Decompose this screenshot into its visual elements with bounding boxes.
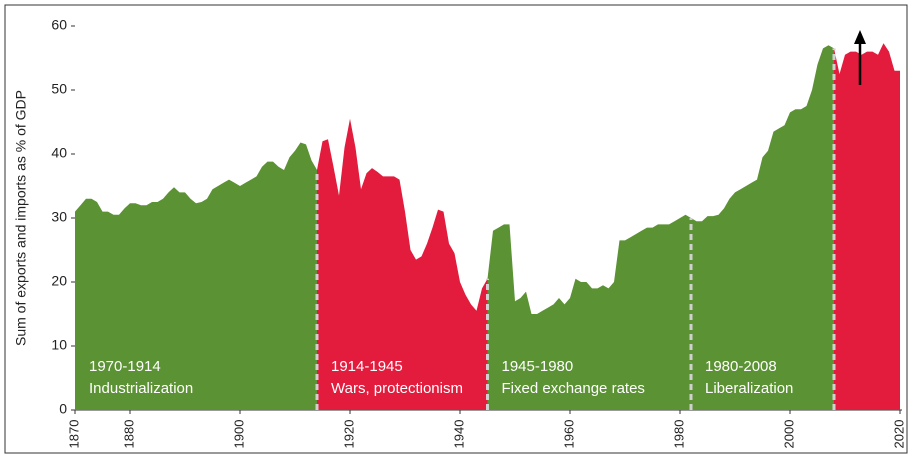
x-tick-label: 1870 — [66, 420, 81, 449]
y-tick-label: 0 — [59, 401, 67, 417]
x-tick-label: 2000 — [781, 420, 796, 449]
period-label: 1945-1980 — [502, 358, 574, 375]
y-tick-label: 20 — [51, 273, 67, 289]
period-sublabel: Wars, protectionism — [331, 380, 463, 397]
plot: 0 10 20 30 40 50 60 1870 1880 1900 1920 1940 1960 198… — [51, 17, 906, 449]
y-tick-label: 40 — [51, 145, 67, 161]
y-tick-label: 50 — [51, 81, 67, 97]
y-tick-label: 30 — [51, 209, 67, 225]
period-sublabel: Fixed exchange rates — [502, 380, 645, 397]
x-tick-label: 2020 — [891, 420, 906, 449]
arrow-head — [854, 30, 866, 44]
x-tick-label: 1900 — [231, 420, 246, 449]
y-tick-label: 10 — [51, 337, 67, 353]
area-segment — [834, 43, 900, 410]
x-tick-label: 1880 — [121, 420, 136, 449]
arrow — [854, 30, 866, 85]
period-label: 1914-1945 — [331, 358, 403, 375]
x-tick-label: 1980 — [671, 420, 686, 449]
x-tick-label: 1940 — [451, 420, 466, 449]
area-segment — [75, 142, 317, 411]
area-segment — [487, 214, 691, 410]
y-tick-label: 60 — [51, 17, 67, 33]
x-tick-label: 1920 — [341, 420, 356, 449]
y-axis-label: Sum of exports and imports as % of GDP — [13, 90, 29, 346]
period-label: 1980-2008 — [705, 358, 777, 375]
period-sublabel: Liberalization — [705, 380, 793, 397]
area-segment — [691, 45, 834, 410]
period-sublabel: Industrialization — [89, 380, 193, 397]
frame — [4, 4, 908, 454]
area-segment — [317, 118, 488, 411]
period-label: 1970-1914 — [89, 358, 161, 375]
x-tick-label: 1960 — [561, 420, 576, 449]
